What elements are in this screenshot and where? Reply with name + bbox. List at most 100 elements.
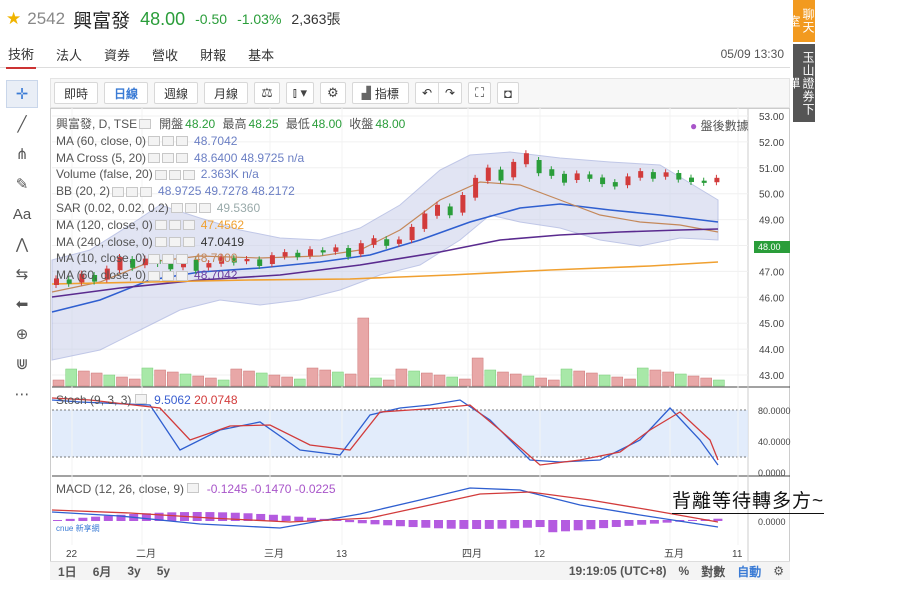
tab-revenue[interactable]: 營收 (152, 47, 179, 63)
indicator-remove-icon[interactable] (176, 270, 189, 281)
after-hours-link[interactable]: ● 盤後數據 (690, 117, 749, 134)
range-bar: 1日 6月 3y 5y 19:19:05 (UTC+8) % 對數 自動 ⚙ (50, 561, 790, 580)
crosshair-icon[interactable]: ✛ (6, 80, 38, 108)
candle-body (333, 247, 339, 252)
macd-hist-bar (484, 520, 494, 529)
tab-financials[interactable]: 財報 (200, 47, 227, 63)
tab-margin[interactable]: 資券 (104, 47, 131, 63)
candle-body (447, 206, 453, 216)
indicator-toggle-icon[interactable] (112, 186, 125, 197)
candle-body (282, 252, 288, 257)
stoch-toggle-icon[interactable] (134, 394, 147, 404)
volume-bar (370, 377, 382, 387)
brush-icon[interactable]: ✎ (15, 176, 29, 193)
indicator-settings-icon[interactable] (184, 203, 197, 214)
range-5y[interactable]: 5y (156, 564, 171, 578)
candle-body (498, 169, 504, 181)
time-tick-label: 22 (66, 549, 78, 560)
candle-body (562, 173, 567, 183)
stoch-label: Stoch (9, 3, 3) (56, 393, 132, 407)
measure-icon[interactable]: ⇆ (15, 266, 29, 283)
interval-daily-button[interactable]: 日線 (104, 82, 149, 104)
indicator-remove-icon[interactable] (176, 152, 189, 163)
broker-order-button[interactable]: 玉山證券下單 (787, 44, 815, 122)
indicator-toggle-icon[interactable] (170, 203, 183, 214)
log-toggle[interactable]: 對數 (701, 564, 726, 579)
macd-hist-bar (472, 520, 482, 529)
legend-main: 興富發, D, TSE 開盤 48.20 最高 48.25 最低 48.00 收盤 48… (56, 116, 409, 133)
tab-basic[interactable]: 基本 (248, 47, 275, 63)
pattern-icon[interactable]: ⋀ (15, 236, 29, 253)
chat-room-button[interactable]: 聊天室 (787, 0, 815, 42)
arrow-left-icon[interactable]: ⬅ (15, 296, 29, 313)
camera-icon[interactable]: ◘ (497, 82, 520, 104)
indicator-settings-icon[interactable] (168, 220, 181, 231)
volume-bar (522, 375, 535, 387)
more-icon[interactable]: ⋯ (14, 386, 30, 403)
indicator-toggle-icon[interactable] (148, 253, 161, 264)
volume-bar (90, 372, 103, 387)
percent-toggle[interactable]: % (678, 564, 690, 578)
indicator-remove-icon[interactable] (182, 169, 195, 180)
candle-style-icon[interactable]: ⫾ ▾ (285, 82, 315, 104)
indicator-name: MA Cross (5, 20) (56, 150, 147, 165)
trendline-icon[interactable]: ╱ (17, 116, 27, 133)
annotation-text: 背離等待轉多方~ (672, 486, 825, 514)
stoch-tick-label: 80.0000 (758, 406, 791, 416)
magnet-icon[interactable]: ⋓ (15, 356, 29, 373)
indicator-remove-icon[interactable] (140, 186, 153, 197)
indicator-settings-icon[interactable] (162, 270, 175, 281)
zoom-icon[interactable]: ⊕ (15, 326, 29, 343)
fullscreen-icon[interactable]: ⛶ (468, 82, 492, 104)
range-1d[interactable]: 1日 (58, 564, 77, 579)
indicator-settings-icon[interactable] (162, 253, 175, 264)
chart-settings-gear-icon[interactable]: ⚙ (773, 564, 784, 578)
pitchfork-icon[interactable]: ⋔ (15, 146, 29, 163)
indicator-toggle-icon[interactable] (154, 236, 167, 247)
indicator-settings-icon[interactable] (168, 169, 181, 180)
text-tool-icon[interactable]: Aa (12, 205, 32, 223)
interval-intraday-button[interactable]: 即時 (54, 82, 99, 104)
volume-bar (509, 373, 522, 387)
indicator-toggle-icon[interactable] (148, 270, 161, 281)
indicator-values: 47.4562 (200, 217, 245, 232)
interval-monthly-button[interactable]: 月線 (204, 82, 249, 104)
drawing-tools: ✛ ╱ ⋔ ✎ Aa ⋀ ⇆ ⬅ ⊕ ⋓ ⋯ (6, 80, 44, 403)
indicator-remove-icon[interactable] (198, 203, 211, 214)
indicators-button[interactable]: ▟ 指標 (351, 82, 409, 104)
indicator-settings-icon[interactable] (168, 236, 181, 247)
compare-scale-icon[interactable]: ⚖ (254, 82, 280, 104)
settings-gear-icon[interactable]: ⚙ (320, 82, 346, 104)
redo-icon[interactable]: ↷ (445, 86, 456, 100)
legend-toggle-icon[interactable] (139, 119, 152, 130)
macd-toggle-icon[interactable] (187, 483, 200, 493)
auto-scale-toggle[interactable]: 自動 (737, 564, 762, 579)
undo-icon[interactable]: ↶ (416, 83, 439, 103)
interval-weekly-button[interactable]: 週線 (154, 82, 199, 104)
macd-hist-bar (395, 520, 405, 527)
indicator-settings-icon[interactable] (162, 152, 175, 163)
legend-main-title: 興富發, D, TSE (56, 117, 138, 131)
candle-body (130, 259, 136, 268)
indicator-name: MA (60, close, 0) (56, 268, 147, 283)
indicator-toggle-icon[interactable] (148, 152, 161, 163)
range-3y[interactable]: 3y (127, 564, 141, 578)
indicator-settings-icon[interactable] (162, 136, 175, 147)
indicator-toggle-icon[interactable] (148, 136, 161, 147)
indicator-remove-icon[interactable] (182, 220, 195, 231)
price-tick-label: 52.00 (759, 138, 784, 149)
tab-technical[interactable]: 技術 (6, 40, 37, 69)
indicator-toggle-icon[interactable] (154, 220, 167, 231)
indicator-settings-icon[interactable] (126, 186, 139, 197)
indicator-remove-icon[interactable] (176, 253, 189, 264)
range-6m[interactable]: 6月 (92, 564, 112, 579)
price-change: -0.50 (195, 11, 228, 27)
favorite-star-icon[interactable]: ★ (6, 9, 22, 28)
tab-institutional[interactable]: 法人 (56, 47, 83, 63)
candle-body (460, 195, 466, 213)
indicator-remove-icon[interactable] (176, 136, 189, 147)
candle-body (435, 204, 440, 216)
indicator-remove-icon[interactable] (182, 236, 195, 247)
indicator-toggle-icon[interactable] (154, 169, 167, 180)
